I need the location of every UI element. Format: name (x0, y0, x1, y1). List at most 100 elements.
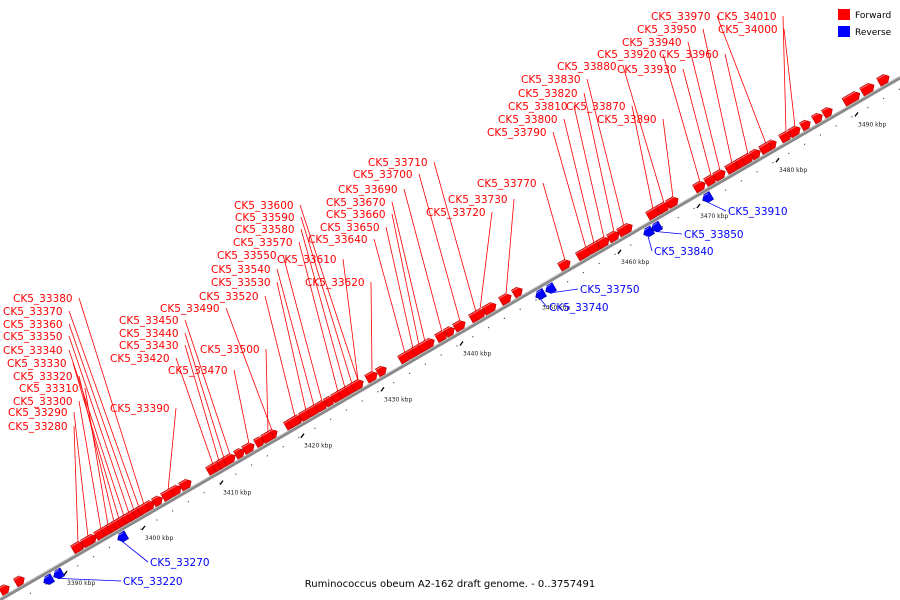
gene-highlight (498, 293, 508, 299)
minor-tick (235, 473, 237, 475)
leader-line (300, 216, 353, 384)
leader-line (583, 92, 615, 232)
gene-highlight (533, 289, 542, 295)
leader-line (631, 105, 654, 210)
gene-body (665, 196, 679, 209)
gene-ck5-33670 (417, 340, 431, 353)
gene-highlight (799, 119, 808, 125)
gene-label: CK5_33690 (338, 184, 398, 196)
gene-label: CK5_33320 (13, 371, 73, 383)
kbp-tick (300, 433, 305, 439)
leader-line (78, 375, 115, 522)
gene-highlight (700, 192, 709, 198)
gene-ck5-34010 (778, 130, 792, 144)
minor-tick (393, 381, 395, 384)
leader-line (300, 228, 346, 389)
leader-line (687, 41, 721, 171)
gene-body (222, 453, 236, 466)
leader-line (552, 131, 587, 249)
gene-label: CK5_33290 (8, 407, 68, 419)
kbp-tick (459, 341, 464, 346)
gene-highlight (178, 478, 188, 485)
gene-highlight (649, 222, 658, 228)
minor-tick (725, 189, 727, 191)
gene-ck5-33950 (724, 161, 738, 175)
gene-body (557, 259, 571, 272)
gene-body (43, 573, 55, 585)
leader-line (391, 213, 420, 346)
minor-tick (582, 271, 584, 274)
gene-body (606, 230, 620, 244)
gene-body (375, 365, 387, 378)
minor-ticks (29, 88, 900, 594)
gene-highlight (811, 112, 820, 118)
leader-line (225, 307, 273, 431)
gene-label: CK5_33580 (235, 224, 295, 236)
leader-line (682, 68, 712, 176)
kbp-tick (775, 157, 780, 163)
gene-body (703, 174, 717, 187)
gene-ck5-33550 (314, 399, 328, 413)
leader-line (68, 349, 125, 517)
gene-highlight (70, 541, 80, 548)
gene-highlight (241, 442, 251, 448)
legend-reverse-swatch (838, 26, 850, 37)
leader-line (175, 357, 214, 465)
gene-label: CK5_33700 (353, 169, 413, 181)
gene-body (645, 208, 659, 221)
gene-highlight (151, 495, 160, 501)
gene-highlight (168, 484, 178, 491)
gene-highlight (778, 130, 788, 137)
gene-label: CK5_33490 (160, 303, 220, 315)
gene-highlight (712, 168, 722, 175)
gene-highlight (51, 569, 60, 575)
gene-label: CK5_33600 (234, 200, 294, 212)
gene-body (70, 541, 84, 555)
gene-feature (41, 573, 55, 585)
gene-highlight (115, 532, 124, 538)
minor-tick (93, 556, 95, 558)
gene-label: CK5_33520 (199, 291, 259, 303)
gene-ck5-33800 (586, 242, 600, 255)
gene-label: CK5_33960 (659, 49, 719, 61)
minor-tick (772, 162, 774, 164)
gene-ck5-33270 (115, 530, 129, 542)
gene-highlight (481, 301, 493, 309)
kbp-tick (696, 203, 701, 209)
gene-body (0, 584, 10, 596)
kbp-tick-label: 3480 kbp (779, 167, 807, 174)
leader-line (539, 298, 548, 308)
gene-body (233, 448, 245, 460)
minor-tick (266, 455, 268, 457)
gene-ck5-33850 (649, 220, 663, 233)
genome-axis (0, 76, 900, 600)
gene-label: CK5_33500 (200, 344, 260, 356)
minor-tick (835, 125, 837, 127)
minor-tick (788, 152, 790, 155)
leader-line (68, 335, 130, 514)
minor-tick (345, 409, 347, 411)
gene-ck5-33910 (700, 191, 714, 203)
gene-label: CK5_33820 (518, 88, 578, 100)
gene-highlight (758, 142, 768, 149)
gene-ck5-33890 (665, 196, 679, 209)
gene-highlight (260, 431, 270, 437)
leader-line (68, 310, 140, 508)
leader-line (573, 105, 605, 238)
gene-label: CK5_33270 (150, 557, 210, 569)
scale-ticks: 3390 kbp 3400 kbp 3410 kbp 3420 kbp 3430 kbp… (63, 111, 886, 587)
gene-highlight (314, 399, 324, 406)
map-caption: Ruminococcus obeum A2-162 draft genome. … (305, 579, 595, 590)
kbp-tick (141, 525, 146, 531)
gene-label: CK5_33310 (19, 383, 79, 395)
leader-line (505, 198, 515, 295)
kbp-tick (617, 249, 622, 255)
gene-body (586, 242, 600, 255)
gene-highlight (656, 201, 666, 208)
minor-tick (630, 244, 632, 246)
gene-highlight (136, 503, 146, 509)
gene-body (287, 415, 301, 429)
minor-tick (156, 519, 158, 521)
gene-ck5-33620 (364, 370, 378, 384)
legend-forward-swatch (838, 9, 850, 20)
